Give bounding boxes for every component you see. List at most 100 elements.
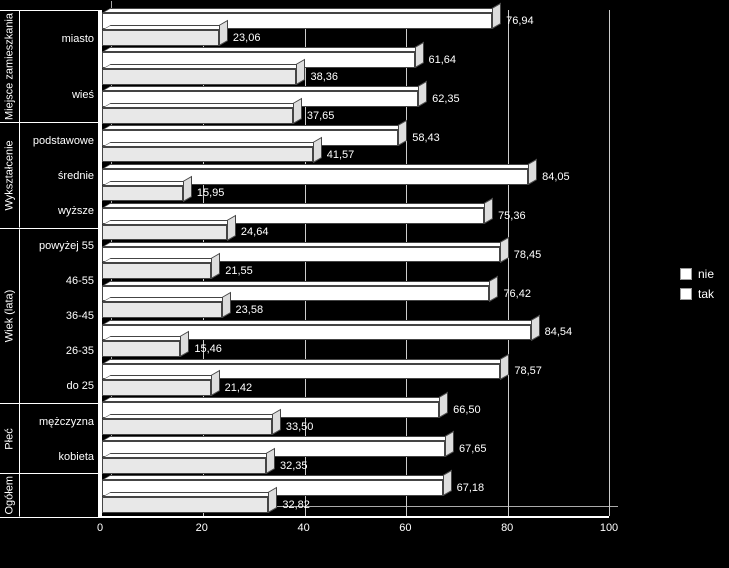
y-axis-category-label: średnie <box>20 158 98 193</box>
bar-3d-side <box>445 431 454 457</box>
bar-3d-top <box>102 164 537 169</box>
bar-3d-side <box>418 81 427 107</box>
y-axis-categories: miastowieś <box>20 11 99 122</box>
x-tick-label: 100 <box>600 522 618 534</box>
bar-value-label-nie: 62,35 <box>432 93 460 105</box>
x-tick-label: 40 <box>297 522 309 534</box>
bar-wrap-tak: 33,50 <box>102 419 609 435</box>
bar-row: 67,18 32,82 <box>102 477 609 516</box>
bar-3d-side <box>266 448 275 474</box>
bar-value-label-nie: 76,42 <box>503 288 531 300</box>
y-axis-group-label: Płeć <box>0 404 20 474</box>
bar-wrap-tak: 15,95 <box>102 186 609 202</box>
bar-3d-top <box>102 297 230 302</box>
bar-3d-side <box>296 59 305 85</box>
bar-value-label-nie: 84,54 <box>545 326 573 338</box>
y-axis-category-label: mężczyzna <box>20 404 98 439</box>
bar-3d-side <box>500 237 509 263</box>
bar-3d-side <box>180 331 189 357</box>
bar-tak <box>102 302 222 318</box>
y-axis-category-label: 46-55 <box>20 263 98 298</box>
bar-3d-side <box>313 137 322 163</box>
bar-3d-side <box>531 314 540 340</box>
bar-3d-top <box>102 475 451 480</box>
bar-value-label-tak: 24,64 <box>241 226 269 238</box>
bar-3d-top <box>102 64 305 69</box>
bar-wrap-tak: 21,55 <box>102 263 609 279</box>
bar-3d-top <box>102 125 407 130</box>
bar-3d-side <box>268 487 277 513</box>
bar-3d-side <box>272 409 281 435</box>
bar-3d-top <box>102 281 498 286</box>
bar-3d-side <box>443 470 452 496</box>
bar-3d-top <box>102 359 509 364</box>
bar-tak <box>102 30 219 46</box>
bar-3d-side <box>222 292 231 318</box>
bar-3d-side <box>183 175 192 201</box>
bar-value-label-nie: 67,18 <box>457 482 485 494</box>
bar-tak <box>102 458 266 474</box>
bar-row: 62,3537,65 <box>102 88 609 127</box>
y-axis-group: Miejsce zamieszkaniamiastowieś <box>0 10 100 122</box>
y-axis-group: Wykształceniepodstawoweśredniewyższe <box>0 122 100 228</box>
plot-area: 76,9423,0661,6438,3662,3537,6558,4341,57… <box>100 10 609 518</box>
bar-row: 84,0515,95 <box>102 166 609 205</box>
legend-swatch-nie <box>680 268 692 280</box>
y-axis-groups: Miejsce zamieszkaniamiastowieśWykształce… <box>0 10 100 518</box>
y-axis-group-label: Miejsce zamieszkania <box>0 11 20 122</box>
bar-3d-top <box>102 375 219 380</box>
bar-row: 75,36 24,64 <box>102 205 609 244</box>
bar-tak <box>102 186 183 202</box>
bar-row: 61,6438,36 <box>102 49 609 88</box>
bars-container: 76,9423,0661,6438,3662,3537,6558,4341,57… <box>102 10 609 516</box>
bar-tak <box>102 419 272 435</box>
y-axis-category-label: kobieta <box>20 439 98 474</box>
bar-3d-top <box>102 220 236 225</box>
bar-3d-top <box>102 25 228 30</box>
bar-tak <box>102 108 293 124</box>
bar-3d-top <box>102 336 189 341</box>
bar-tak <box>102 147 313 163</box>
bar-3d-side <box>227 214 236 240</box>
legend-swatch-tak <box>680 288 692 300</box>
bar-value-label-tak: 32,82 <box>282 499 310 511</box>
y-axis-group-label: Ogółem <box>0 474 20 517</box>
bar-value-label-tak: 41,57 <box>327 149 355 161</box>
y-axis-category-label: wyższe <box>20 193 98 228</box>
bar-tak <box>102 263 211 279</box>
bar-tak <box>102 497 268 513</box>
bar-row: 67,6532,35 <box>102 438 609 477</box>
bar-3d-side <box>500 353 509 379</box>
bar-3d-side <box>398 120 407 146</box>
bar-3d-top <box>102 436 454 441</box>
legend-label-nie: nie <box>698 267 714 281</box>
bar-3d-side <box>528 159 537 185</box>
bar-wrap-tak: 32,82 <box>102 497 609 513</box>
bar-value-label-tak: 23,06 <box>233 32 261 44</box>
legend-label-tak: tak <box>698 287 714 301</box>
y-axis-group: Wiek (lata)powyżej 5546-5536-4526-35do 2… <box>0 228 100 403</box>
y-axis-category-label: powyżej 55 <box>20 229 98 264</box>
bar-3d-top <box>102 492 277 497</box>
y-axis-group: Płećmężczyznakobieta <box>0 403 100 474</box>
bar-3d-top <box>102 181 192 186</box>
bar-3d-side <box>489 276 498 302</box>
bar-3d-side <box>492 3 501 29</box>
x-tick-label: 80 <box>501 522 513 534</box>
bar-3d-top <box>102 397 448 402</box>
bar-wrap-tak: 24,64 <box>102 225 609 241</box>
x-tick-label: 0 <box>97 522 103 534</box>
y-axis-category-label: wieś <box>20 67 98 123</box>
y-axis-group-label: Wykształcenie <box>0 123 20 228</box>
y-axis-categories: powyżej 5546-5536-4526-35do 25 <box>20 229 99 403</box>
bar-3d-side <box>211 253 220 279</box>
x-tick-label: 20 <box>196 522 208 534</box>
bar-3d-top <box>102 242 508 247</box>
bar-value-label-nie: 61,64 <box>429 54 457 66</box>
bar-3d-top <box>102 8 501 13</box>
bar-3d-side <box>415 42 424 68</box>
bar-value-label-tak: 21,55 <box>225 265 253 277</box>
bar-value-label-nie: 75,36 <box>498 210 526 222</box>
bar-tak <box>102 380 211 396</box>
bar-3d-side <box>293 98 302 124</box>
